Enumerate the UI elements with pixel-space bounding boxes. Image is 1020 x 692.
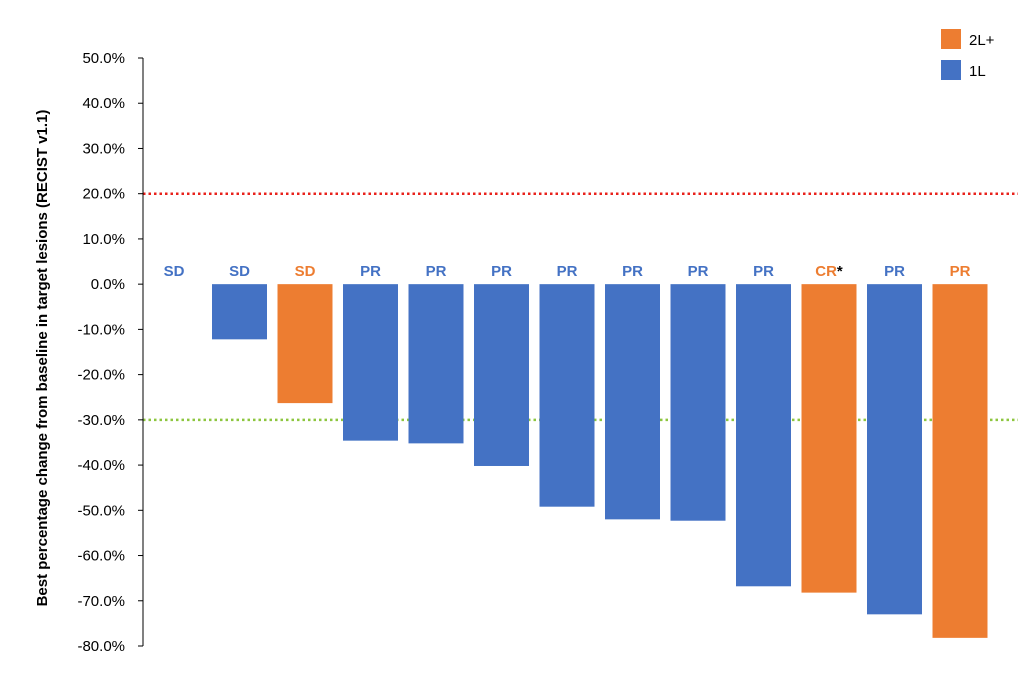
response-label-8: PR <box>622 263 643 280</box>
y-axis: 50.0% 40.0% 30.0% 20.0% 10.0% 0.0% -10.0% -20.0… <box>77 50 144 655</box>
response-label-6: PR <box>491 263 512 280</box>
y-tick-label: 10.0% <box>82 231 125 248</box>
y-tick-label: 0.0% <box>91 276 125 293</box>
response-label-7: PR <box>557 263 578 280</box>
response-label-2: SD <box>229 263 250 280</box>
y-tick-label: -50.0% <box>77 502 125 519</box>
response-label-10: PR <box>753 263 774 280</box>
response-label-12: PR <box>884 263 905 280</box>
y-axis-label: Best percentage change from baseline in … <box>34 110 51 607</box>
legend-label-1L: 1L <box>969 63 986 80</box>
response-labels: SD SD SD PR PR PR PR PR PR PR CR* PR PR <box>164 263 971 280</box>
bar-8 <box>605 284 660 520</box>
response-label-9: PR <box>688 263 709 280</box>
response-label-5: PR <box>426 263 447 280</box>
bar-6 <box>474 284 529 466</box>
legend: 2L+ 1L <box>941 29 995 80</box>
y-tick-label: -20.0% <box>77 367 125 384</box>
bar-9 <box>670 284 726 521</box>
y-tick-label: 20.0% <box>82 186 125 203</box>
bars <box>212 284 988 638</box>
y-tick-label: -60.0% <box>77 548 125 565</box>
y-tick-label: -70.0% <box>77 593 125 610</box>
bar-11 <box>801 284 857 593</box>
legend-label-2L+: 2L+ <box>969 32 995 49</box>
bar-4 <box>343 284 398 441</box>
y-tick-label: -40.0% <box>77 457 125 474</box>
y-tick-label: 50.0% <box>82 50 125 67</box>
response-label-3: SD <box>295 263 316 280</box>
y-tick-label: -30.0% <box>77 412 125 429</box>
response-label-11: CR* <box>815 263 843 280</box>
bar-7 <box>539 284 595 507</box>
bar-12 <box>867 284 922 615</box>
bar-3 <box>277 284 333 404</box>
bar-5 <box>408 284 464 444</box>
legend-swatch-2L+ <box>941 29 961 49</box>
response-label-1: SD <box>164 263 185 280</box>
response-label-13: PR <box>950 263 971 280</box>
bar-10 <box>736 284 791 587</box>
y-tick-label: -80.0% <box>77 638 125 655</box>
bar-13 <box>932 284 988 638</box>
bar-2 <box>212 284 267 340</box>
y-tick-label: -10.0% <box>77 321 125 338</box>
legend-swatch-1L <box>941 60 961 80</box>
response-label-4: PR <box>360 263 381 280</box>
y-tick-label: 40.0% <box>82 95 125 112</box>
y-tick-label: 30.0% <box>82 140 125 157</box>
